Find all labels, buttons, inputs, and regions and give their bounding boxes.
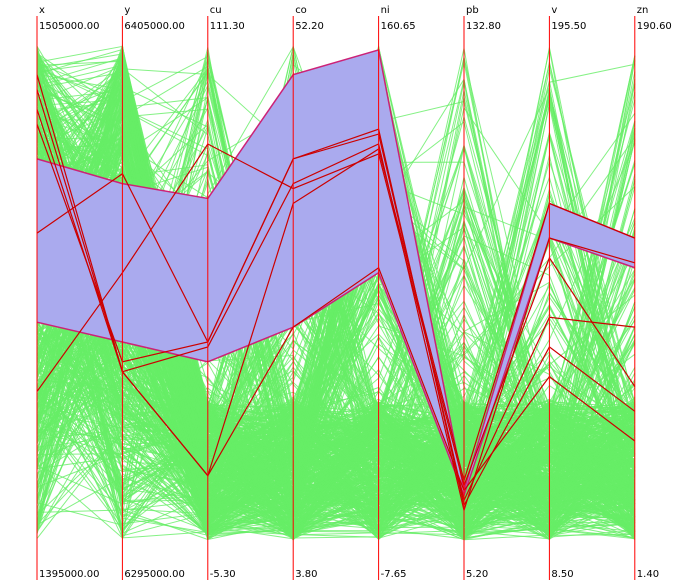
background-line: [36, 119, 636, 540]
background-line: [36, 102, 635, 527]
axis-min-label: 8.50: [551, 569, 573, 580]
background-line: [36, 187, 636, 536]
background-line: [36, 295, 635, 525]
axis-name-label: y: [124, 5, 130, 16]
selected-line: [36, 143, 636, 488]
background-line: [36, 207, 635, 532]
background-line: [36, 160, 636, 518]
axis-name-label: ni: [381, 5, 390, 16]
axis-min-label: 1395000.00: [39, 569, 99, 580]
background-line: [36, 90, 635, 522]
background-line: [36, 99, 636, 529]
background-line: [36, 175, 636, 539]
axis-min-label: 1.40: [637, 569, 659, 580]
selected-line: [36, 89, 636, 483]
axis-max-label: 190.60: [637, 21, 672, 32]
axes: [36, 16, 636, 580]
background-line: [36, 63, 635, 521]
background-line: [36, 153, 635, 481]
selection-band-lower-edge: [36, 237, 636, 498]
selected-line: [36, 133, 635, 503]
background-line: [36, 127, 636, 528]
background-line: [36, 185, 636, 530]
axis-max-label: 132.80: [466, 21, 501, 32]
background-line: [36, 108, 636, 520]
axis-name-label: zn: [637, 5, 649, 16]
selection-band-fill: [37, 49, 635, 496]
background-line: [36, 57, 636, 536]
background-line: [36, 87, 636, 489]
axis-max-label: 1505000.00: [39, 21, 99, 32]
axis-min-label: 3.80: [295, 569, 317, 580]
background-line: [36, 320, 635, 527]
background-line: [36, 177, 636, 530]
selected-line: [36, 123, 636, 508]
background-line: [36, 110, 635, 506]
background-line: [36, 148, 636, 535]
axis-name-label: x: [39, 5, 45, 16]
background-line: [36, 193, 636, 538]
axis-name-label: pb: [466, 5, 479, 16]
axis-min-label: 6295000.00: [124, 569, 184, 580]
background-line: [36, 67, 636, 475]
background-line: [36, 71, 635, 515]
axis-name-label: cu: [210, 5, 222, 16]
axis-min-label: -5.30: [210, 569, 236, 580]
axis-max-label: 52.20: [295, 21, 324, 32]
background-lines: [36, 43, 636, 541]
background-line: [36, 53, 636, 540]
axis-max-label: 195.50: [551, 21, 586, 32]
axis-max-label: 160.65: [381, 21, 416, 32]
background-line: [36, 284, 636, 515]
background-line: [36, 259, 635, 518]
axis-max-label: 111.30: [210, 21, 245, 32]
axis-min-label: -7.65: [381, 569, 407, 580]
axis-labels: x 1505000.00 1395000.00 y 6405000.00 6295000.…: [39, 5, 672, 580]
background-line: [36, 319, 635, 532]
background-line: [36, 65, 635, 494]
background-line: [36, 135, 636, 493]
selected-line: [36, 109, 635, 513]
axis-max-label: 6405000.00: [124, 21, 184, 32]
axis-name-label: v: [551, 5, 557, 16]
background-line: [36, 99, 636, 532]
axis-name-label: co: [295, 5, 307, 16]
selected-lines: [36, 74, 636, 513]
axis-min-label: 5.20: [466, 569, 488, 580]
